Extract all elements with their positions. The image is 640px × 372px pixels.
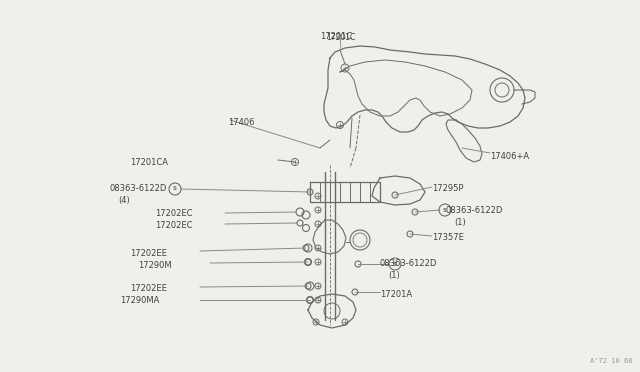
Text: 17202EC: 17202EC: [155, 209, 193, 218]
Text: 17201A: 17201A: [380, 290, 412, 299]
Text: 08363-6122D: 08363-6122D: [446, 206, 504, 215]
Text: S: S: [393, 262, 397, 266]
Text: 17406: 17406: [228, 118, 255, 127]
Text: 17202EE: 17202EE: [130, 284, 167, 293]
Text: 17295P: 17295P: [432, 184, 463, 193]
Text: 17290MA: 17290MA: [120, 296, 159, 305]
Text: 17201CA: 17201CA: [130, 158, 168, 167]
Text: S: S: [173, 186, 177, 192]
Text: (1): (1): [454, 218, 466, 227]
Text: 17201C: 17201C: [320, 32, 352, 41]
Text: 08363-6122D: 08363-6122D: [380, 259, 437, 268]
Text: 08363-6122D: 08363-6122D: [110, 184, 168, 193]
Text: S: S: [443, 208, 447, 212]
Text: 17202EE: 17202EE: [130, 249, 167, 258]
Text: 17201C: 17201C: [326, 33, 355, 42]
Text: (1): (1): [388, 271, 400, 280]
Text: 17357E: 17357E: [432, 233, 464, 242]
Text: 17290M: 17290M: [138, 261, 172, 270]
Text: A'72 10 68: A'72 10 68: [589, 358, 632, 364]
Text: 17202EC: 17202EC: [155, 221, 193, 230]
Text: 17406+A: 17406+A: [490, 152, 529, 161]
Text: (4): (4): [118, 196, 130, 205]
